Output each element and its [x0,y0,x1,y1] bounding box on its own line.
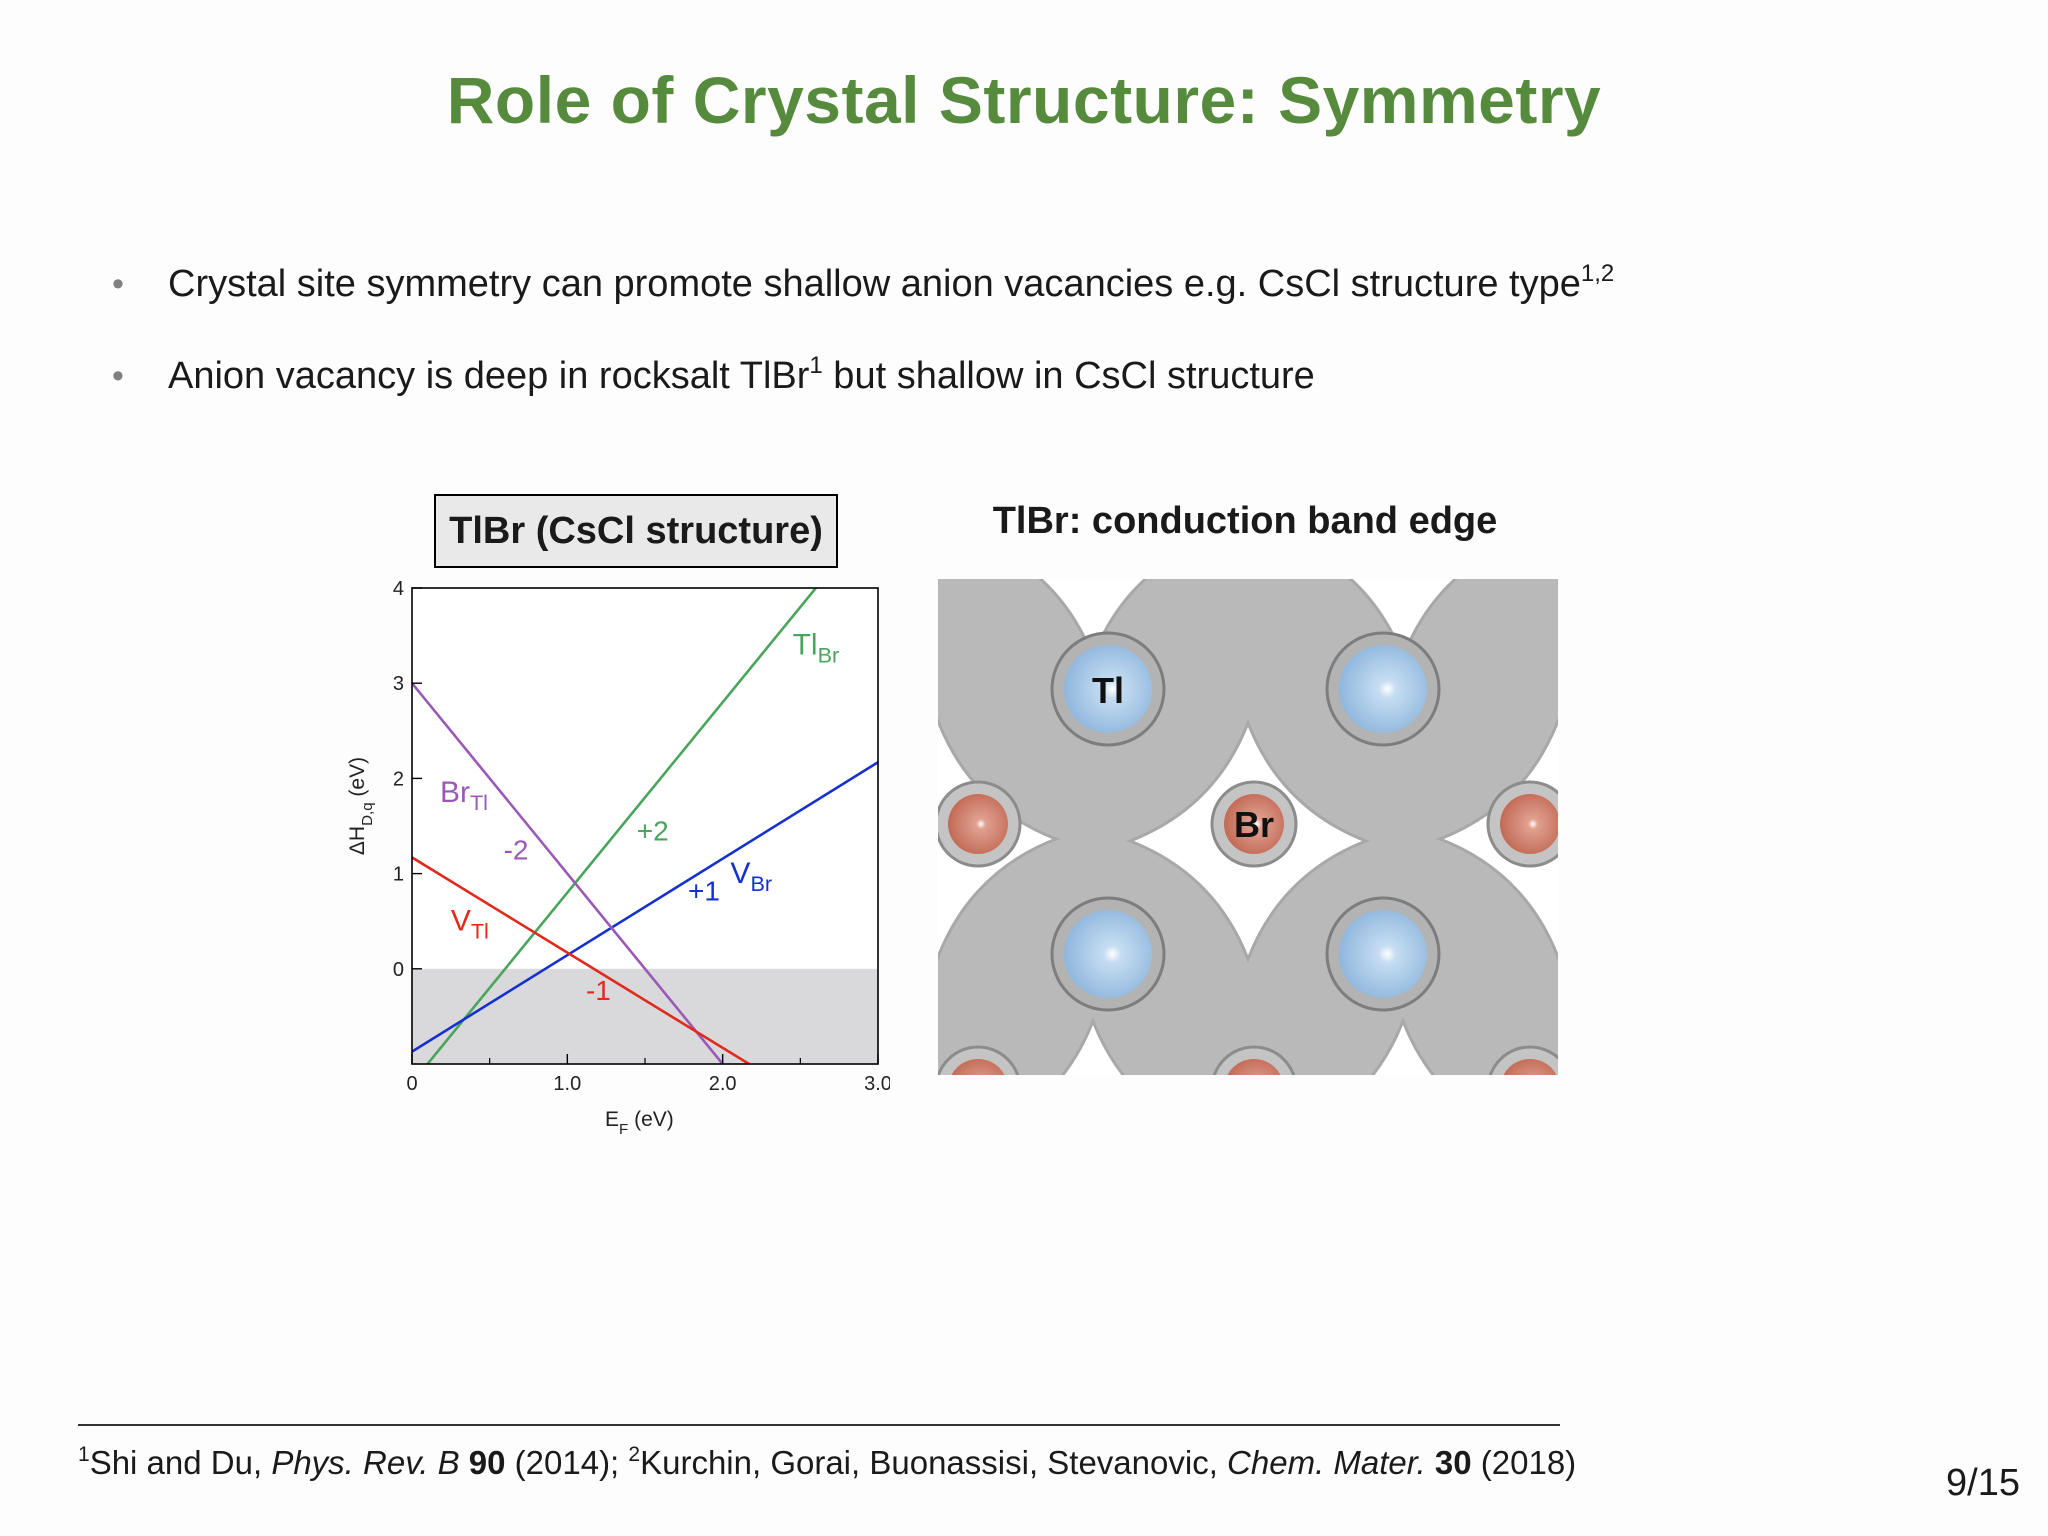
ref1-authors: Shi and Du, [89,1444,272,1481]
footnote-marker: 1 [78,1443,90,1466]
x-tick-label: 3.0 [864,1073,890,1095]
ref2-journal: Chem. Mater. [1227,1444,1426,1481]
y-axis-label: ΔHD,q (eV) [346,757,376,855]
br-atom [951,1059,1005,1075]
bullet-item: • Anion vacancy is deep in rocksalt TlBr… [112,346,1614,438]
crystal-structure-image: Tl Br [938,579,1558,1075]
isosurface-void [1038,579,1148,662]
br-atom [1224,794,1284,854]
br-atom [1500,794,1558,854]
series-label: VBr [730,857,772,896]
shaded-valence-region [412,968,878,1064]
x-tick-label: 1.0 [553,1073,581,1095]
ref2-year: (2018) [1471,1444,1577,1481]
defect-formation-chart: 0 1.0 2.0 3.0 0 1 2 3 4 EF (eV) ΔHD,q (eV) TlBr VBr B… [346,578,890,1138]
tl-atom [1064,645,1152,733]
ref1-journal: Phys. Rev. B [271,1444,460,1481]
y-tick-label: 2 [393,768,404,790]
series-line-2 [412,682,724,1064]
series-line-0 [426,588,817,1064]
bullet-text: Crystal site symmetry can promote shallo… [168,263,1581,305]
footnote-divider [78,1424,1560,1426]
x-tick-label: 2.0 [709,1073,737,1095]
br-atom-label: Br [1234,804,1274,845]
bullet-list: • Crystal site symmetry can promote shal… [112,254,1614,438]
series-line-1 [412,761,878,1053]
tl-atom [1339,910,1427,998]
series-lines [412,588,878,1064]
series-label: BrTl [440,776,488,815]
charge-state-label: -2 [504,834,529,865]
y-tick-label: 4 [393,578,404,600]
bullet-text: Anion vacancy is deep in rocksalt TlBr [168,355,810,397]
crystal-layer: Tl Br [938,579,1558,1075]
series-label: VTl [451,905,489,944]
ref2-volume: 30 [1434,1444,1472,1481]
series-line-3 [412,856,750,1064]
y-tick-label: 3 [393,673,404,695]
x-tick-label: 0 [406,1073,417,1095]
page-number: 9/15 [1946,1462,2020,1504]
ref2-authors: Kurchin, Gorai, Buonassisi, Stevanovic, [640,1444,1228,1481]
y-tick-label: 0 [393,959,404,981]
slide-title: Role of Crystal Structure: Symmetry [446,63,1602,137]
bullet-text: but shallow in CsCl structure [822,355,1315,397]
footnote-marker: 2 [628,1443,641,1466]
charge-state-label: +1 [688,875,720,906]
br-atom [1227,1059,1281,1075]
x-axis-label: EF (eV) [605,1108,674,1138]
tl-atom [1339,645,1427,733]
footnote: 1Shi and Du, Phys. Rev. B 90 (2014); 2Ku… [78,1444,1576,1482]
isosurface-void [1060,1016,1126,1075]
charge-state-label: -1 [586,975,611,1006]
br-atom [1503,1059,1557,1075]
tl-atom [1064,910,1152,998]
bullet-dot-icon: • [112,265,124,303]
bullet-dot-icon: • [112,357,124,395]
tl-atom-label: Tl [1092,670,1124,711]
isosurface-void [1348,579,1458,662]
isosurface-void [1370,1016,1436,1075]
y-tick-label: 1 [393,864,404,886]
bullet-item: • Crystal site symmetry can promote shal… [112,254,1614,346]
ref1-year: (2014); [505,1444,629,1481]
ref1-volume: 90 [468,1444,506,1481]
citation-superscript: 1 [809,352,823,379]
citation-superscript: 1,2 [1580,260,1615,287]
br-atom [948,794,1008,854]
chart-title: TlBr (CsCl structure) [434,494,838,568]
crystal-panel-title: TlBr: conduction band edge [992,500,1498,542]
series-label: TlBr [793,629,840,668]
charge-state-label: +2 [637,815,669,846]
